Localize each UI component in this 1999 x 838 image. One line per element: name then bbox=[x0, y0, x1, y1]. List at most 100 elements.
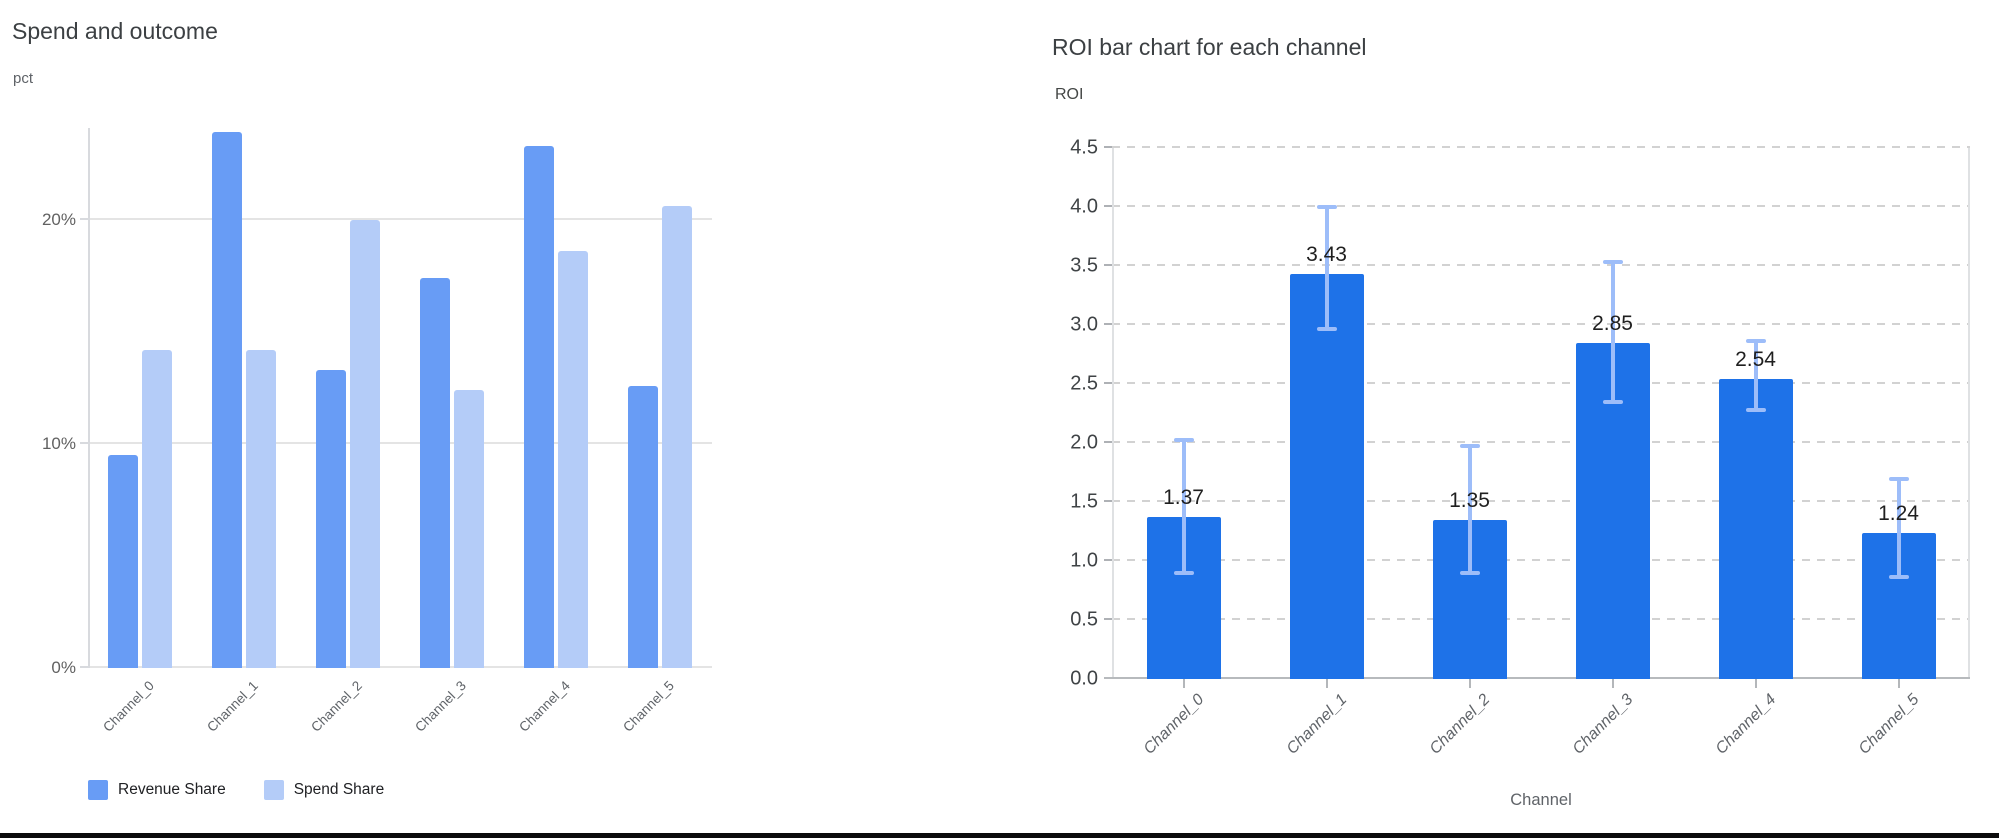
gridline-4.0 bbox=[1112, 205, 1970, 207]
x-tick-mark bbox=[1468, 679, 1471, 688]
error-bar-cap-bottom bbox=[1173, 571, 1194, 576]
bar-slot-channel_3: 2.85 bbox=[1541, 148, 1684, 688]
y-tick-mark bbox=[1104, 146, 1112, 148]
spend-share-bar bbox=[662, 206, 692, 668]
error-bar-line bbox=[1324, 204, 1329, 331]
error-bar-cap-bottom bbox=[1602, 400, 1623, 405]
bar-value-label: 1.35 bbox=[1449, 488, 1490, 512]
gridline-20% bbox=[88, 217, 712, 220]
revenue-share-bar bbox=[212, 132, 242, 668]
x-tick-label-channel_1: Channel_1 bbox=[203, 678, 261, 735]
spend-outcome-legend: Revenue Share Spend Share bbox=[88, 780, 384, 800]
x-tick-label-channel_4: Channel_4 bbox=[515, 678, 573, 735]
error-bar-cap-top bbox=[1745, 339, 1766, 344]
bar-group-channel_3 bbox=[400, 128, 504, 668]
bar-slot-channel_1: 3.43 bbox=[1255, 148, 1398, 688]
y-tick-label: 3.5 bbox=[1070, 254, 1098, 277]
y-tick-mark bbox=[80, 666, 88, 668]
spend-share-legend-label: Spend Share bbox=[293, 781, 385, 798]
spend-outcome-y-unit-label: pct bbox=[13, 70, 34, 87]
y-tick-label: 4.5 bbox=[1070, 136, 1098, 159]
bar-group-channel_1 bbox=[192, 128, 296, 668]
bar-group-channel_5 bbox=[608, 128, 712, 668]
y-tick-label: 4.0 bbox=[1070, 195, 1098, 218]
error-bar-channel_0 bbox=[1173, 438, 1194, 576]
bar-value-label: 3.43 bbox=[1306, 243, 1347, 267]
revenue-share-swatch bbox=[88, 780, 108, 800]
revenue-share-bar bbox=[108, 455, 138, 668]
roi-bar-channel_4 bbox=[1718, 379, 1793, 679]
revenue-share-bar bbox=[628, 385, 658, 668]
roi-x-axis-labels: Channel_0 Channel_1 Channel_2 Channel_3 Chan… bbox=[1112, 691, 1970, 791]
x-tick-label-channel_5: Channel_5 bbox=[619, 678, 677, 735]
y-tick-label: 1.0 bbox=[1070, 549, 1098, 572]
gridline-2.5 bbox=[1112, 382, 1970, 384]
roi-bar-channel_1 bbox=[1289, 274, 1364, 679]
y-tick-mark bbox=[1104, 264, 1112, 266]
gridline-3.0 bbox=[1112, 323, 1970, 325]
gridline-4.5 bbox=[1112, 146, 1970, 148]
y-tick-label: 1.5 bbox=[1070, 490, 1098, 513]
y-tick-label: 2.0 bbox=[1070, 431, 1098, 454]
spend-outcome-title: Spend and outcome bbox=[12, 18, 218, 44]
gridline-0% bbox=[88, 666, 712, 668]
spend-share-bar bbox=[246, 349, 276, 668]
error-bar-line bbox=[1896, 477, 1901, 579]
x-tick-label-channel_3: Channel_3 bbox=[411, 678, 469, 735]
spend-share-bar bbox=[558, 251, 588, 668]
spend-share-bar bbox=[142, 349, 172, 668]
error-bar-cap-top bbox=[1602, 260, 1623, 265]
bar-value-label: 1.37 bbox=[1163, 486, 1204, 510]
spend-share-bar bbox=[350, 219, 380, 668]
roi-y-axis-label: ROI bbox=[1055, 86, 1084, 103]
revenue-share-bar bbox=[316, 370, 346, 668]
error-bar-cap-bottom bbox=[1888, 574, 1909, 579]
revenue-share-bar bbox=[524, 145, 554, 668]
spend-outcome-x-axis-labels: Channel_0 Channel_1 Channel_2 Channel_3 Chan… bbox=[88, 678, 712, 778]
x-axis-line bbox=[1104, 677, 1970, 679]
error-bar-cap-bottom bbox=[1316, 326, 1337, 331]
bar-slot-channel_4: 2.54 bbox=[1684, 148, 1827, 688]
x-tick-label-channel_3: Channel_3 bbox=[1569, 691, 1637, 758]
y-tick-label: 10% bbox=[41, 433, 76, 453]
y-tick-mark bbox=[80, 441, 88, 444]
error-bar-line bbox=[1181, 438, 1186, 576]
plot-left-border bbox=[1112, 148, 1114, 679]
bar-value-label: 2.85 bbox=[1592, 311, 1633, 335]
error-bar-cap-top bbox=[1888, 477, 1909, 482]
bar-group-channel_4 bbox=[504, 128, 608, 668]
bar-group-channel_2 bbox=[296, 128, 400, 668]
bar-slot-channel_0: 1.37 bbox=[1112, 148, 1255, 688]
error-bar-channel_3 bbox=[1602, 260, 1623, 405]
y-tick-label: 20% bbox=[41, 209, 76, 229]
x-tick-mark bbox=[1754, 679, 1757, 688]
error-bar-channel_1 bbox=[1316, 204, 1337, 331]
spend-share-bar bbox=[454, 390, 484, 668]
error-bar-channel_5 bbox=[1888, 477, 1909, 579]
error-bar-cap-top bbox=[1316, 204, 1337, 209]
plot-right-border bbox=[1968, 148, 1970, 679]
bar-slot-channel_5: 1.24 bbox=[1827, 148, 1970, 688]
gridline-0.5 bbox=[1112, 618, 1970, 620]
revenue-share-legend-label: Revenue Share bbox=[118, 781, 226, 798]
gridline-2.0 bbox=[1112, 441, 1970, 443]
error-bar-cap-bottom bbox=[1745, 408, 1766, 413]
y-tick-label: 0.0 bbox=[1070, 667, 1098, 690]
bar-value-label: 2.54 bbox=[1735, 348, 1776, 372]
y-tick-mark bbox=[1104, 500, 1112, 502]
x-tick-label-channel_2: Channel_2 bbox=[307, 678, 365, 735]
y-tick-mark bbox=[80, 217, 88, 220]
gridline-3.5 bbox=[1112, 264, 1970, 266]
error-bar-channel_4 bbox=[1745, 339, 1766, 413]
spend-outcome-plot-area: 0% 10% 20% bbox=[42, 128, 712, 677]
y-tick-mark bbox=[1104, 559, 1112, 561]
y-tick-mark bbox=[1104, 441, 1112, 443]
bar-value-label: 1.24 bbox=[1878, 501, 1919, 525]
y-tick-label: 2.5 bbox=[1070, 372, 1098, 395]
revenue-share-bar bbox=[420, 278, 450, 668]
y-tick-mark bbox=[1104, 618, 1112, 620]
x-tick-label-channel_2: Channel_2 bbox=[1426, 691, 1494, 758]
gridline-1.0 bbox=[1112, 559, 1970, 561]
error-bar-line bbox=[1753, 339, 1758, 413]
